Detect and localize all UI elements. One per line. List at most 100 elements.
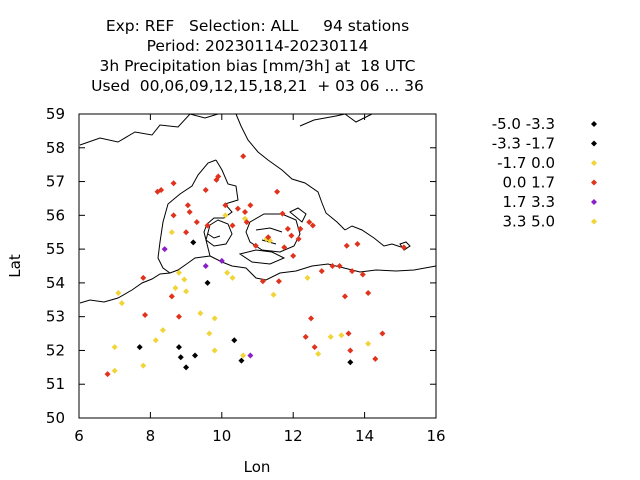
data-point (142, 311, 149, 318)
data-point (181, 276, 188, 283)
data-point (175, 344, 182, 351)
legend-label: 3.3 5.0 (503, 213, 555, 231)
data-point (229, 222, 236, 229)
data-point (202, 187, 209, 193)
data-point (329, 263, 336, 269)
data-point (306, 219, 313, 226)
coastline-map (79, 113, 437, 304)
data-point (290, 252, 297, 259)
y-tick-label: 57 (46, 173, 65, 191)
x-tick-label: 10 (212, 427, 231, 445)
data-point (190, 239, 197, 246)
x-tick-label: 8 (146, 427, 156, 445)
data-point (204, 222, 211, 229)
data-point (186, 208, 193, 215)
legend-marker (591, 179, 597, 186)
legend-label: 0.0 1.7 (503, 174, 555, 192)
data-point (270, 291, 277, 298)
data-point (206, 330, 213, 337)
data-points (104, 153, 407, 378)
data-point (115, 290, 122, 297)
legend-marker (591, 199, 597, 205)
data-point (140, 274, 147, 281)
data-point (183, 229, 190, 236)
data-point (265, 234, 272, 241)
data-point (311, 344, 318, 351)
data-point (140, 362, 147, 369)
y-tick-label: 58 (46, 139, 65, 157)
y-tick-label: 56 (46, 206, 65, 224)
data-point (275, 278, 282, 285)
data-point (343, 242, 350, 249)
data-point (104, 371, 111, 378)
data-point (297, 225, 304, 232)
data-point (336, 263, 343, 269)
data-point (172, 284, 179, 291)
data-point (159, 327, 166, 334)
data-point (349, 268, 356, 275)
data-point (170, 212, 177, 219)
data-point (288, 232, 295, 239)
legend-label: -1.7 0.0 (497, 154, 555, 172)
data-point (309, 222, 316, 229)
data-point (372, 355, 379, 362)
data-point (308, 315, 315, 322)
data-point (136, 344, 143, 351)
y-tick-label: 54 (46, 274, 65, 292)
data-point (183, 288, 190, 295)
data-point (247, 352, 254, 359)
data-point (240, 352, 247, 359)
data-point (111, 344, 118, 351)
plot-frame (78, 113, 437, 419)
data-point (192, 352, 199, 359)
data-point (204, 279, 211, 286)
data-point (168, 229, 175, 236)
data-point (318, 268, 325, 275)
y-tick-label: 59 (46, 105, 65, 123)
data-point (304, 274, 311, 281)
data-point (197, 310, 204, 317)
title-line-2: Period: 20230114-20230114 (146, 37, 369, 55)
data-point (365, 340, 372, 347)
data-point (224, 269, 231, 276)
legend-label: -5.0 -3.3 (492, 115, 555, 133)
data-point (327, 333, 334, 340)
data-point (202, 263, 209, 269)
data-point (274, 188, 281, 195)
y-tick-label: 51 (46, 375, 65, 393)
data-point (218, 257, 225, 264)
data-point (242, 208, 249, 215)
data-point (238, 357, 245, 364)
data-point (347, 359, 354, 366)
data-point (211, 347, 218, 354)
data-point (177, 354, 184, 361)
legend-marker (591, 121, 597, 127)
data-point (359, 271, 366, 278)
data-point (243, 219, 250, 226)
title-line-3: 3h Precipitation bias [mm/3h] at 18 UTC (99, 57, 416, 75)
data-point (215, 173, 222, 180)
data-point (152, 337, 159, 344)
data-point (222, 212, 229, 219)
data-point (175, 313, 182, 320)
data-point (295, 235, 302, 242)
data-point (168, 293, 175, 300)
data-point (252, 242, 259, 249)
title-line-4: Used 00,06,09,12,15,18,21 + 03 06 ... 36 (91, 77, 424, 95)
plot-axes: 6 8 10 12 14 16 50 51 52 53 54 55 56 57 58 59 (46, 105, 446, 445)
data-point (345, 330, 352, 337)
data-point (279, 210, 286, 217)
data-point (193, 219, 200, 226)
title-line-1: Exp: REF Selection: ALL 94 stations (105, 17, 410, 35)
data-point (259, 278, 266, 285)
x-tick-label: 6 (74, 427, 84, 445)
data-point (400, 244, 407, 251)
data-point (240, 153, 247, 160)
data-point (158, 187, 165, 193)
x-tick-label: 14 (355, 427, 374, 445)
y-tick-label: 53 (46, 308, 65, 326)
y-tick-label: 50 (46, 409, 65, 427)
y-tick-label: 55 (46, 240, 65, 258)
data-point (183, 364, 190, 371)
